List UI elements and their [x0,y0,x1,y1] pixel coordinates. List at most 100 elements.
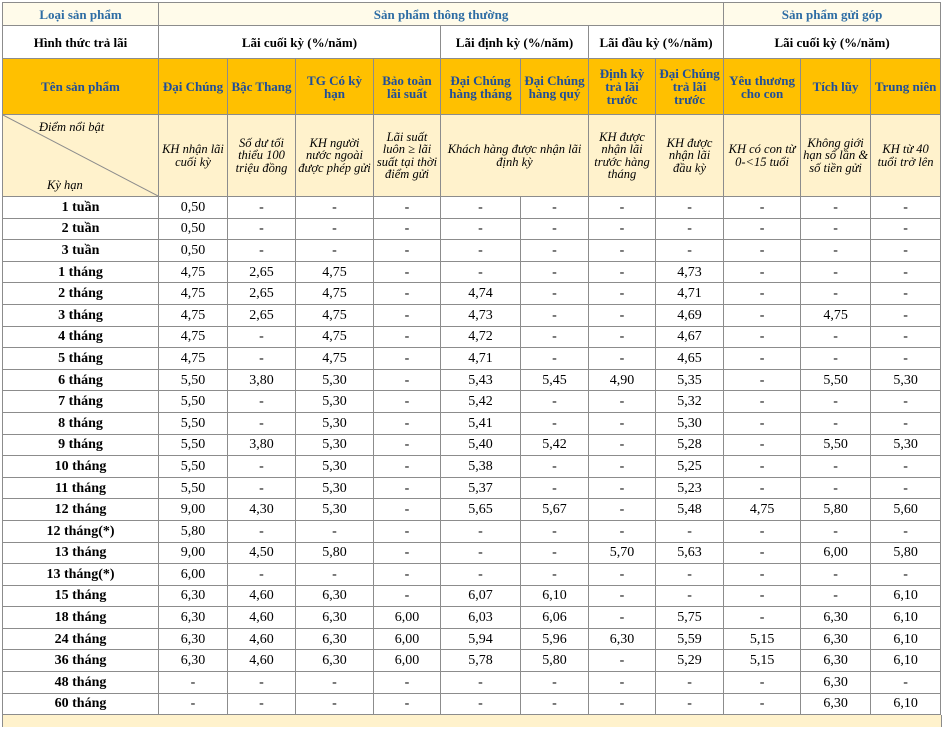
rate: - [870,196,942,219]
rate: - [227,411,296,435]
rate: - [520,541,589,565]
data-row: 6 tháng 5,50 3,80 5,30-5,43 5,45 4,90 5,35-5,5… [2,368,942,392]
rate: 6,00 [373,649,441,673]
rate: - [373,260,441,284]
data-row: 3 tuần 0,50- - - - - - - - - - [2,239,942,262]
rate: - [520,239,589,262]
rate: - [295,239,374,262]
rate: 4,75 [295,347,374,370]
rate: 4,75 [800,303,872,327]
rate: - [373,217,441,241]
term: 24 tháng [2,627,159,651]
highlight-row: Điểm nổi bật Kỳ hạn KH nhận lãi cuối kỳ S… [2,114,942,197]
rate: 6,30 [295,606,374,629]
rate: 4,60 [227,627,296,651]
rate: - [373,498,441,521]
term: 7 tháng [2,390,159,413]
rate: - [870,519,942,543]
highlight: KH được nhận lãi đầu kỳ [654,114,725,197]
data-row: 1 tháng 4,75 2,65 4,75- - - -4,73- - - [2,260,942,284]
rate: 5,50 [800,433,872,457]
highlight: KH người nước ngoài được phép gửi [295,114,374,197]
rate: - [440,671,521,694]
rate: - [723,217,802,241]
data-row: 10 tháng 5,50-5,30-5,38- -5,25- - - [2,455,942,478]
term: 5 tháng [2,347,159,370]
payment-header: Lãi định kỳ (%/năm) [440,25,589,59]
rate: 6,03 [440,606,521,629]
rate: - [373,584,441,608]
rate: - [588,584,656,608]
data-row: 13 tháng(*) 6,00- - - - - - - - - - [2,563,942,586]
rate: 2,65 [227,282,296,305]
rate: - [588,519,656,543]
rate: 5,35 [654,368,725,392]
rate: - [588,563,656,586]
data-row: 2 tháng 4,75 2,65 4,75-4,74- -4,71- - - [2,282,942,305]
data-row: 3 tháng 4,75 2,65 4,75-4,73- -4,69-4,75- [2,303,942,327]
rate: 6,00 [158,563,228,586]
rate: - [723,455,802,478]
rate: 5,63 [654,541,725,565]
rate: 6,30 [800,671,872,694]
rate: - [227,325,296,349]
data-row: 12 tháng 9,00 4,30 5,30-5,65 5,67-5,48 4,75 5,… [2,498,942,521]
term: 2 tuần [2,217,159,241]
highlight: KH nhận lãi cuối kỳ [158,114,228,197]
rate: 5,50 [158,390,228,413]
rate: - [723,303,802,327]
rate: - [520,260,589,284]
highlight: Lãi suất luôn ≥ lãi suất tại thời điểm g… [373,114,441,197]
term: 13 tháng(*) [2,563,159,586]
term: 13 tháng [2,541,159,565]
rate: 5,30 [870,368,942,392]
rate: - [373,433,441,457]
rate: 6,10 [870,584,942,608]
term: 11 tháng [2,476,159,500]
rate: 5,67 [520,498,589,521]
rate: 4,75 [158,260,228,284]
data-row: 15 tháng 6,30 4,60 6,30-6,07 6,10- - - -6,10 [2,584,942,608]
data-row: 8 tháng 5,50-5,30-5,41- -5,30- - - [2,411,942,435]
data-row: 36 tháng 6,30 4,60 6,30 6,00 5,78 5,80-5,29 5,1… [2,649,942,673]
rate: - [373,519,441,543]
rate: - [520,563,589,586]
rate: - [800,347,872,370]
product-name: Yêu thương cho con [723,58,802,115]
term: 48 tháng [2,671,159,694]
rate: 6,00 [373,606,441,629]
term: 36 tháng [2,649,159,673]
data-row: 18 tháng 6,30 4,60 6,30 6,00 6,03 6,06-5,75-6,… [2,606,942,629]
rate: - [520,282,589,305]
highlight: KH có con từ 0-<15 tuổi [723,114,802,197]
rate: - [654,584,725,608]
rate: - [800,325,872,349]
rate: - [373,692,441,716]
rate: 4,75 [723,498,802,521]
rate: - [588,692,656,716]
rate: 6,00 [373,627,441,651]
group-row: Loại sản phẩm Sản phẩm thông thường Sản … [2,2,942,26]
rate: 5,75 [654,606,725,629]
rate: - [440,196,521,219]
rate: 5,15 [723,627,802,651]
payment-header: Lãi cuối kỳ (%/năm) [723,25,942,59]
rate: 6,30 [158,627,228,651]
rate: 5,30 [295,455,374,478]
rate: - [440,260,521,284]
data-row: 24 tháng 6,30 4,60 6,30 6,00 5,94 5,96 6,30 5,59… [2,627,942,651]
rate: - [158,671,228,694]
rate: - [723,433,802,457]
payment-header: Lãi đầu kỳ (%/năm) [587,25,725,59]
payment-label: Hình thức trả lãi [2,25,159,59]
rate: 5,41 [440,411,521,435]
rate: 9,00 [158,541,228,565]
rate: 9,00 [158,498,228,521]
rate: - [870,563,942,586]
rate: 6,10 [870,606,942,629]
rate: - [373,239,441,262]
rate: - [373,411,441,435]
rate: 4,74 [440,282,521,305]
rate: 4,71 [440,347,521,370]
highlight-label: Điểm nổi bật [39,120,105,134]
